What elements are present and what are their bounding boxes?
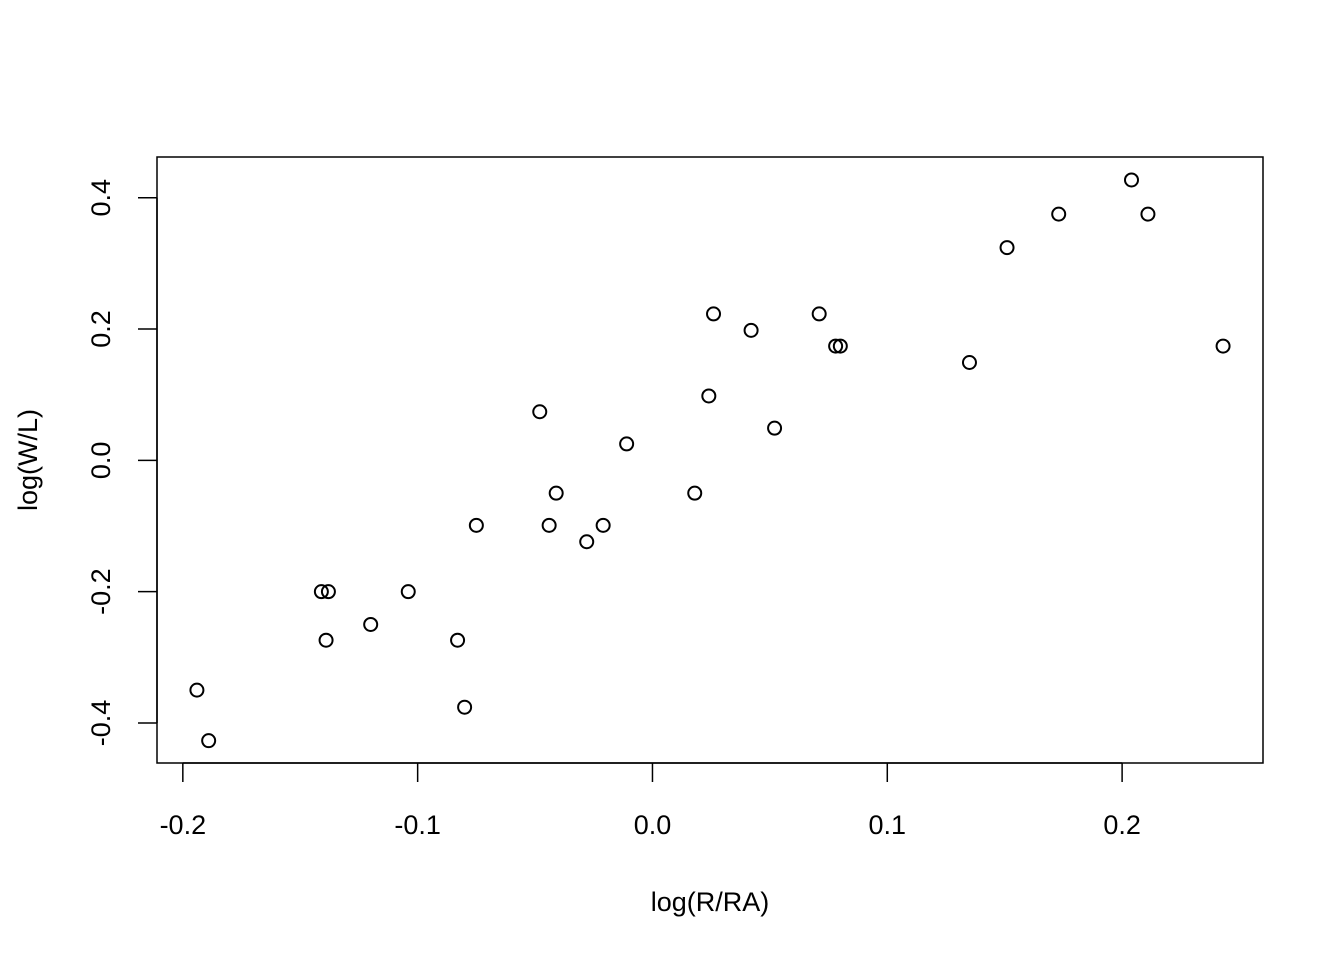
data-point <box>320 584 336 600</box>
data-point <box>706 306 722 322</box>
data-point <box>1215 338 1231 354</box>
y-tick-label: -0.2 <box>86 568 116 615</box>
data-point <box>961 355 977 371</box>
x-tick-label: 0.1 <box>869 810 907 840</box>
data-point <box>318 632 334 648</box>
data-point <box>743 322 759 338</box>
data-point <box>363 616 379 632</box>
y-tick-label: 0.2 <box>86 310 116 348</box>
data-point <box>1124 172 1140 188</box>
x-axis: -0.2 -0.1 0.0 0.1 0.2 <box>160 762 1141 840</box>
data-point <box>541 517 557 533</box>
data-point <box>701 388 717 404</box>
data-point <box>595 517 611 533</box>
y-tick-label: -0.4 <box>86 700 116 747</box>
x-tick-label: 0.0 <box>634 810 672 840</box>
data-point <box>579 534 595 550</box>
data-point <box>468 517 484 533</box>
y-tick-label: 0.0 <box>86 442 116 480</box>
data-point <box>828 338 844 354</box>
data-point <box>687 485 703 501</box>
x-axis-title: log(R/RA) <box>651 887 770 917</box>
x-tick-label: -0.1 <box>394 810 441 840</box>
data-point <box>832 338 848 354</box>
data-point <box>1140 206 1156 222</box>
x-tick-label: -0.2 <box>160 810 207 840</box>
y-axis-title: log(W/L) <box>13 409 43 511</box>
data-point <box>457 699 473 715</box>
plot-frame <box>156 156 1264 764</box>
data-point <box>400 584 416 600</box>
data-point <box>189 682 205 698</box>
data-point <box>201 733 217 749</box>
data-point <box>811 306 827 322</box>
data-point <box>767 420 783 436</box>
data-points <box>189 172 1231 749</box>
x-tick-label: 0.2 <box>1103 810 1141 840</box>
data-point <box>532 404 548 420</box>
data-point <box>619 436 635 452</box>
data-point <box>450 632 466 648</box>
y-tick-label: 0.4 <box>86 179 116 217</box>
data-point <box>1051 206 1067 222</box>
data-point <box>548 485 564 501</box>
y-axis: -0.4 -0.2 0.0 0.2 0.4 <box>86 179 158 747</box>
data-point <box>313 584 329 600</box>
data-point <box>999 240 1015 256</box>
